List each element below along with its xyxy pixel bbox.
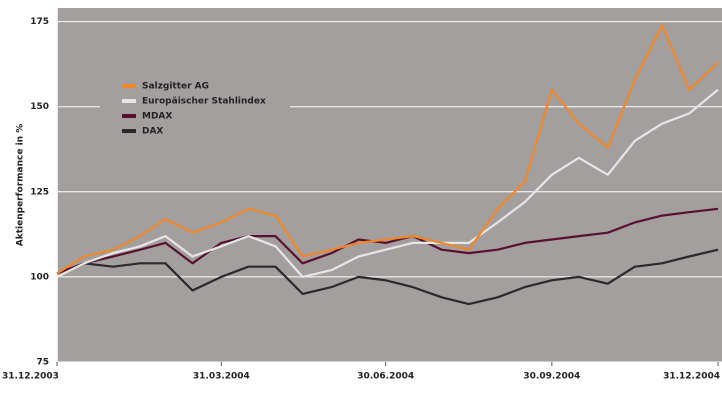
- series-line: [56, 23, 719, 275]
- plot-area: [57, 8, 722, 362]
- y-tick-label: 125: [30, 187, 49, 197]
- x-tick-label: 30.06.2004: [357, 372, 414, 382]
- y-tick-label: 100: [30, 272, 49, 282]
- legend-label: Salzgitter AG: [142, 82, 209, 92]
- y-tick-label: 175: [30, 17, 49, 27]
- legend-label: MDAX: [142, 112, 172, 122]
- x-tick-label: 31.12.2003: [2, 372, 59, 382]
- y-axis-label: Aktienperformance in %: [16, 124, 26, 246]
- legend-label: DAX: [142, 127, 163, 137]
- legend-label: Europäischer Stahlindex: [142, 97, 266, 107]
- x-tick-label: 31.12.2004: [663, 372, 720, 382]
- y-tick-label: 75: [36, 358, 49, 368]
- x-tick-label: 30.09.2004: [523, 372, 580, 382]
- x-tick-label: 31.03.2004: [193, 372, 250, 382]
- y-tick-label: 150: [30, 102, 49, 112]
- series-line: [56, 248, 719, 306]
- series-line: [56, 207, 719, 275]
- series-line: [56, 88, 719, 278]
